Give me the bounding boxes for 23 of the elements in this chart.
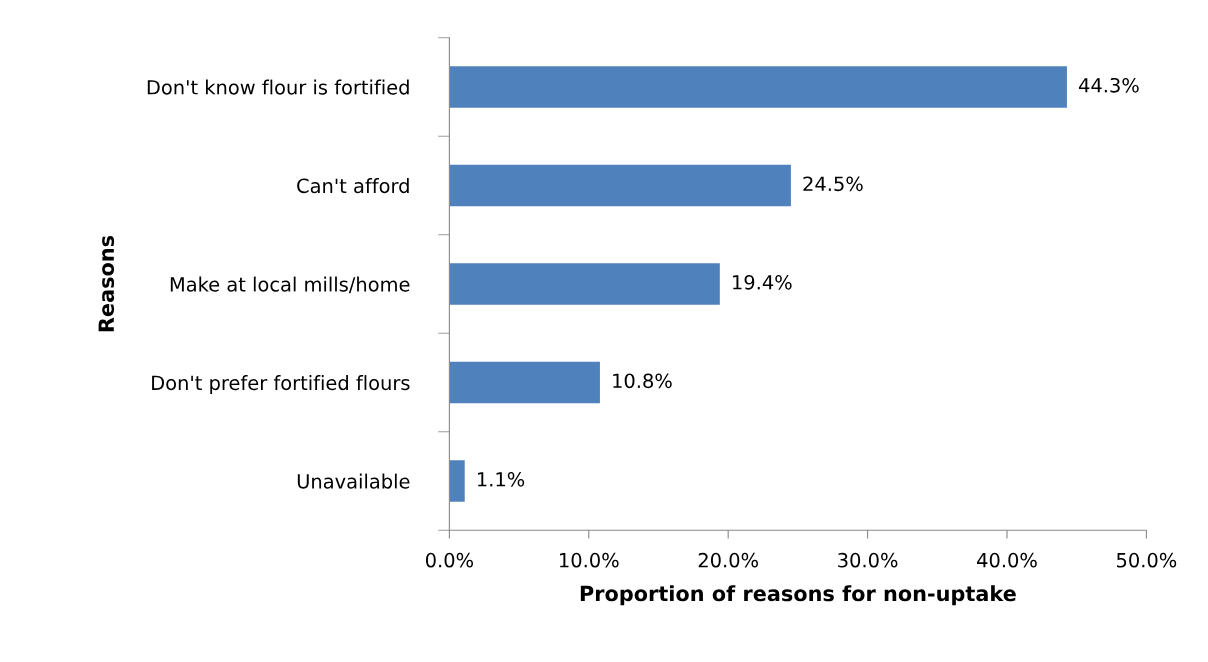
bar [449,361,600,404]
data-label: 1.1% [477,471,525,487]
data-label: 19.4% [733,274,792,290]
x-axis-title: Proportion of reasons for non-uptake [580,585,1016,606]
x-tick-label: 50.0% [1117,552,1177,568]
x-tick-label: 30.0% [838,552,898,568]
x-tick-label: 40.0% [977,552,1037,568]
bar [449,460,465,502]
y-tick-label: Don't prefer fortified flours [152,375,410,394]
y-tick-label: Don't know flour is fortified [147,79,409,95]
bar [449,263,720,305]
data-label: 44.3% [1078,77,1139,93]
data-label: 24.5% [803,176,863,192]
data-label: 10.8% [613,373,672,389]
y-tick-label: Can't afford [297,178,409,194]
y-axis-title: Reasons [98,235,115,332]
bar [449,164,791,207]
y-tick-label: Unavailable [297,473,410,489]
x-tick-label: 0.0% [425,552,473,568]
bar [449,66,1067,108]
y-tick-label: Make at local mills/home [170,276,410,294]
x-tick-label: 10.0% [560,552,619,568]
x-tick-label: 20.0% [698,552,758,568]
